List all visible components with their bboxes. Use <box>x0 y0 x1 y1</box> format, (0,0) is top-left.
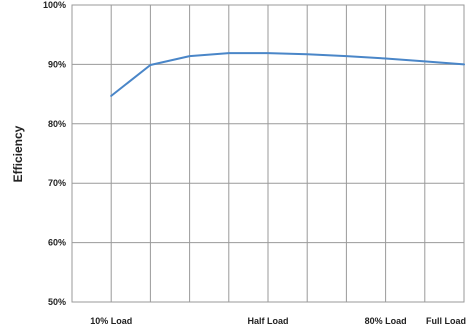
y-tick-label-5: 100% <box>43 0 66 10</box>
y-tick-label-0: 50% <box>48 297 66 307</box>
y-axis-title: Efficiency <box>11 125 25 182</box>
series-line-0 <box>110 52 465 97</box>
x-tick-label-1: Half Load <box>247 316 288 326</box>
y-tick-labels: 50% 60% 70% 80% 90% 100% <box>43 0 66 307</box>
y-tick-label-4: 90% <box>48 59 66 69</box>
x-tick-label-2: 80% Load <box>365 316 407 326</box>
y-tick-label-2: 70% <box>48 178 66 188</box>
x-tick-label-3: Full Load <box>426 316 466 326</box>
y-tick-label-3: 80% <box>48 119 66 129</box>
x-tick-label-0: 10% Load <box>90 316 132 326</box>
y-tick-label-1: 60% <box>48 238 66 248</box>
x-tick-labels: 10% Load Half Load 80% Load Full Load <box>90 316 466 326</box>
series-layer <box>110 52 465 97</box>
grid-layer <box>71 4 465 303</box>
